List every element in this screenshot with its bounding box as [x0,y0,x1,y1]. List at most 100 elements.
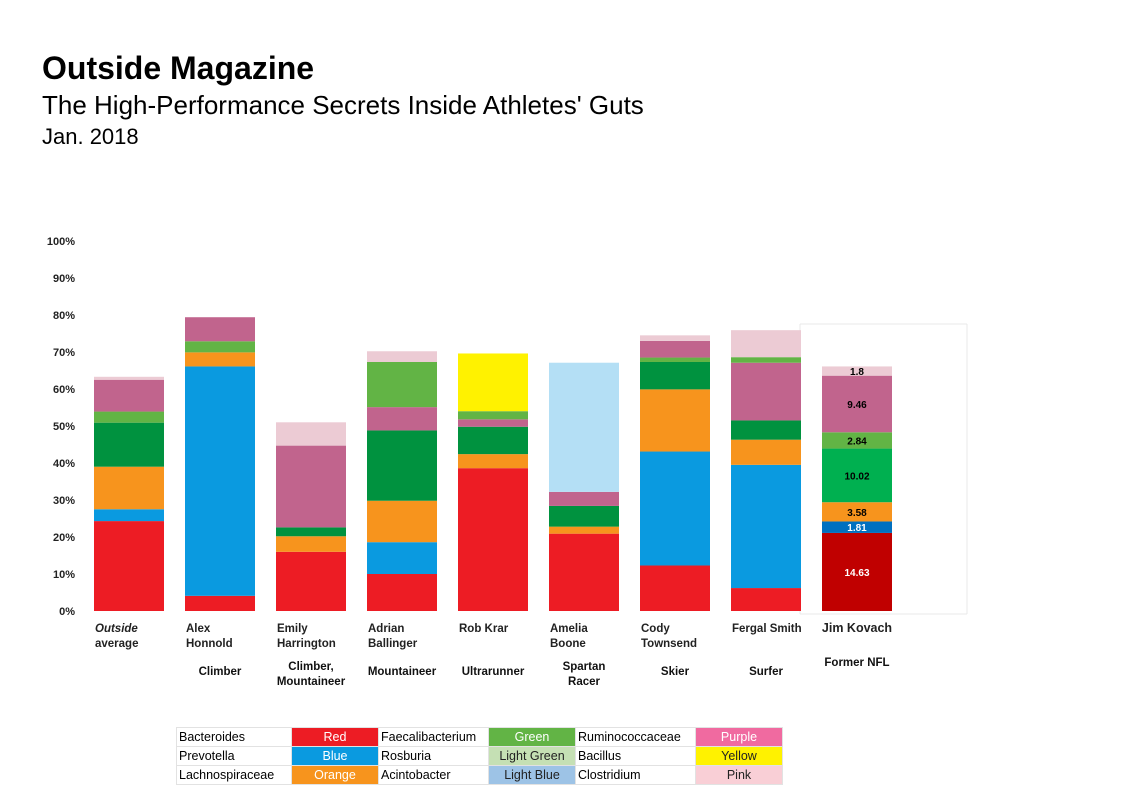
bar-segment [822,502,892,522]
y-tick-label: 20% [53,532,75,544]
bar-segment [822,521,892,533]
bar-segment [458,419,528,427]
y-tick-label: 0% [59,606,75,618]
data-label: 3.58 [847,508,867,519]
sport-label: Surfer [749,666,783,678]
bar-segment [458,468,528,611]
bar-segment [822,532,892,611]
y-tick-label: 90% [53,273,75,285]
legend-color-swatch: Blue [291,746,379,766]
bar-segment [549,505,619,527]
chart-date: Jan. 2018 [42,124,139,149]
legend-color-swatch: Green [488,727,576,747]
bar-segment [94,411,164,423]
athlete-name-label: Rob Krar [459,623,509,635]
bar-segment [185,352,255,367]
bar-segment [640,565,710,611]
athlete-name-label: Fergal Smith [732,623,802,635]
sport-label: Climber, [288,661,333,673]
data-label: 1.8 [850,367,864,378]
bar-segment [549,491,619,506]
bar-segment [640,357,710,362]
athlete-name-label-line2: Honnold [186,638,233,650]
legend-genus-name: Clostridium [575,765,696,785]
y-tick-label: 10% [53,569,75,581]
bar-segment [822,448,892,503]
legend-genus-name: Acintobacter [378,765,489,785]
chart-subtitle: The High-Performance Secrets Inside Athl… [42,90,644,120]
bar-segment [367,542,437,574]
bar-segment [185,341,255,353]
bar-segment [185,595,255,611]
sport-label: Former NFL [824,657,889,669]
sport-label-line2: Racer [568,676,600,688]
bar-segment [458,426,528,455]
bar-segment [640,361,710,390]
y-tick-label: 100% [47,236,75,248]
legend-color-swatch: Yellow [695,746,783,766]
bar-segment [731,464,801,589]
sport-label: Climber [199,666,242,678]
legend-color-swatch: Purple [695,727,783,747]
bar-segment [276,536,346,552]
bar-segment [94,509,164,522]
sport-label: Mountaineer [368,666,437,678]
athlete-name-label: Amelia [550,623,588,635]
bar-segment [185,366,255,596]
legend-color-swatch: Red [291,727,379,747]
bar-segment [94,466,164,510]
bar-segment [367,361,437,408]
legend-genus-name: Faecalibacterium [378,727,489,747]
bar-segment [731,362,801,421]
stacked-bar-chart: 0% 10% 20% 30% 40% 50% 60% 70% 80% 90% 100% 14.63 1… [47,236,968,688]
y-tick-label: 80% [53,310,75,322]
bar-segment [276,551,346,611]
bar-segment [731,420,801,440]
bar-segment [185,317,255,342]
y-axis: 0% 10% 20% 30% 40% 50% 60% 70% 80% 90% 100% [47,236,75,618]
bar-segment [731,330,801,358]
legend: Bacteroides Red Faecalibacterium Green Rumin… [176,727,783,785]
bar-segment [731,588,801,611]
bar-segment [731,439,801,465]
athlete-name-label-line2: Townsend [641,638,697,650]
athlete-name-label: Cody [641,623,670,635]
athlete-name-label: Alex [186,623,211,635]
bar-segment [276,422,346,446]
y-tick-label: 60% [53,384,75,396]
athlete-name-label: Adrian [368,623,404,635]
bar-segment [822,432,892,449]
bar-segment [458,353,528,412]
data-label: 10.02 [844,471,869,482]
y-tick-label: 30% [53,495,75,507]
athlete-name-label: Jim Kovach [822,621,892,635]
athlete-name-label-line2: Harrington [277,638,336,650]
bar-segment [731,357,801,363]
data-label: 14.63 [844,568,869,579]
bar-segment [94,379,164,412]
data-label: 2.84 [847,436,867,447]
legend-genus-name: Rosburia [378,746,489,766]
bar-segment [549,533,619,611]
legend-color-swatch: Light Blue [488,765,576,785]
data-label: 9.46 [847,400,867,411]
legend-genus-name: Prevotella [176,746,292,766]
x-axis-labels: Outside average Alex Honnold Climber Emily Har… [95,621,892,688]
legend-genus-name: Ruminococcaceae [575,727,696,747]
bar-segment [367,430,437,501]
sport-label: Ultrarunner [462,666,525,678]
bar-segment [367,407,437,431]
bar-segment [276,445,346,528]
legend-genus-name: Lachnospiraceae [176,765,292,785]
y-tick-label: 50% [53,421,75,433]
athlete-name-label-line2: Ballinger [368,638,418,650]
bar-segment [367,500,437,543]
y-tick-label: 40% [53,458,75,470]
legend-color-swatch: Pink [695,765,783,785]
bar-segment [640,451,710,566]
legend-color-swatch: Light Green [488,746,576,766]
sport-label: Skier [661,666,690,678]
y-tick-label: 70% [53,347,75,359]
legend-row: Bacteroides Red Faecalibacterium Green Rumin… [176,727,783,747]
bar-segment [640,340,710,358]
